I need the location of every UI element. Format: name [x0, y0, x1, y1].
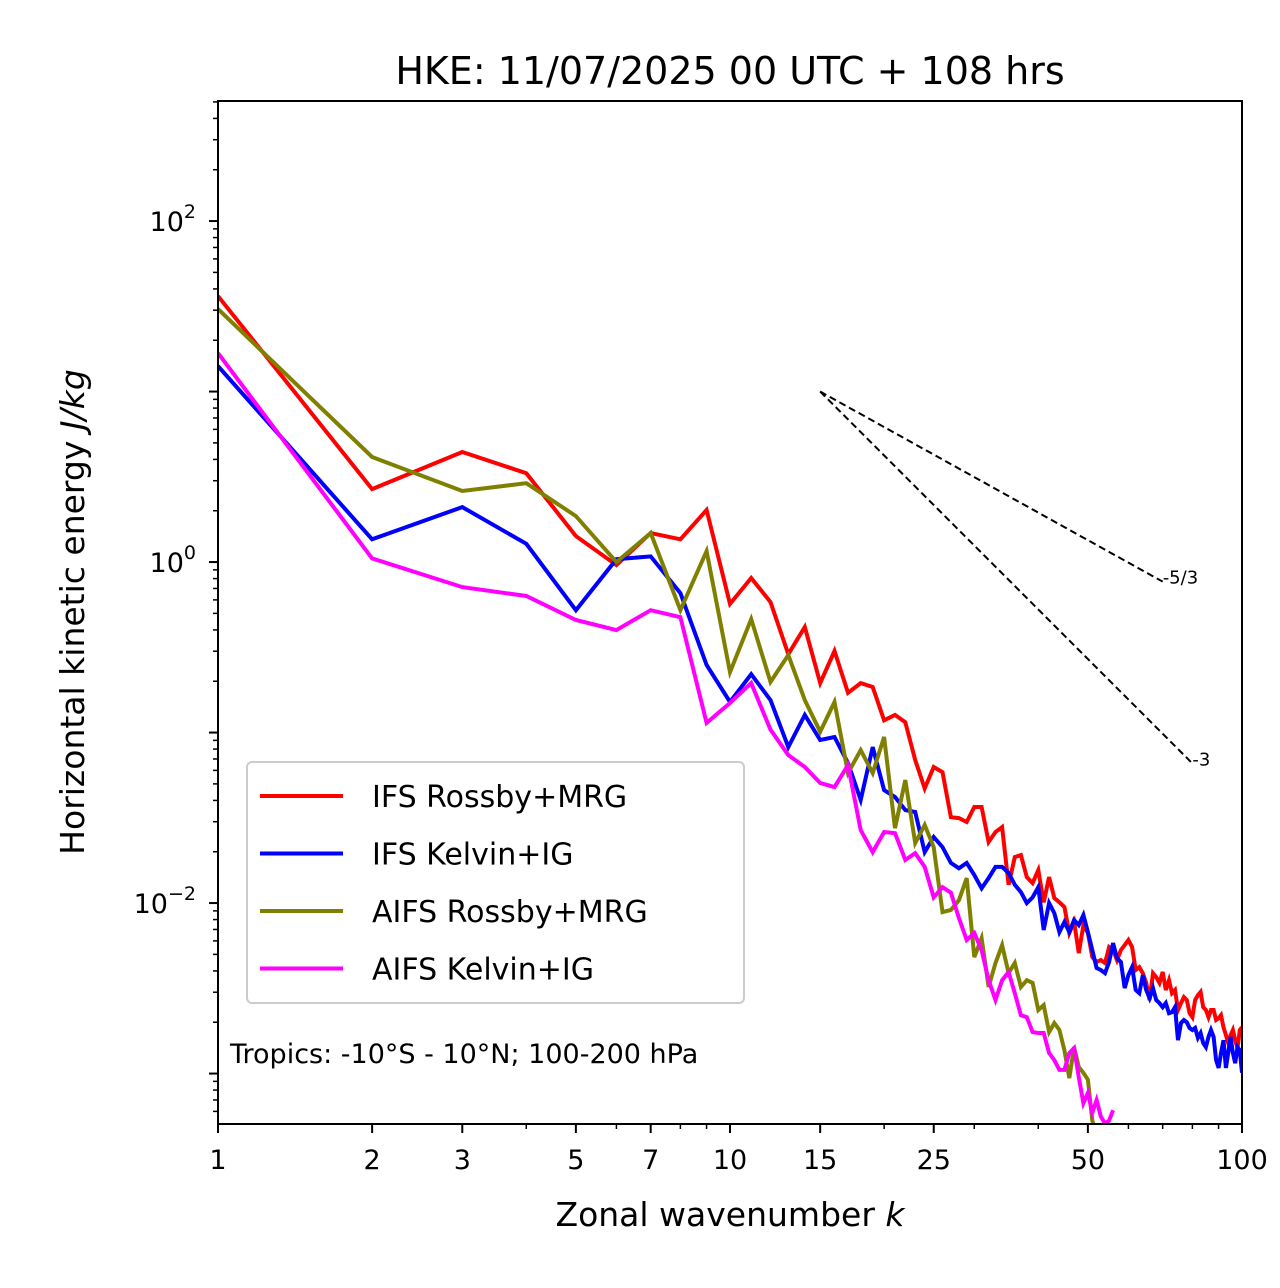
x-axis-label-text: Zonal wavenumber — [555, 1195, 885, 1234]
series-line-aifs-rossby-mrg — [218, 307, 1096, 1124]
series-line-aifs-kelvin-ig — [218, 351, 1115, 1124]
y-axis-label: Horizontal kinetic energy J/kg — [53, 369, 92, 855]
y-axis-label-unit: J/kg — [53, 369, 92, 436]
series-line-ifs-kelvin-ig — [218, 364, 1242, 1073]
reference-label-slope-3: -3 — [1192, 749, 1210, 770]
x-tick-label: 10 — [713, 1145, 747, 1176]
x-tick-label: 5 — [567, 1145, 584, 1176]
legend-label-aifs-rossby-mrg: AIFS Rossby+MRG — [372, 895, 648, 930]
y-tick-label: 10−2 — [134, 883, 196, 920]
x-tick-label: 25 — [917, 1145, 951, 1176]
reference-label-slope-5-3: -5/3 — [1163, 568, 1198, 589]
legend: IFS Rossby+MRG IFS Kelvin+IG AIFS Rossby+M… — [246, 761, 745, 1004]
plot-area: -5/3 -3 — [218, 294, 1242, 1124]
x-axis-label: Zonal wavenumber k — [555, 1195, 906, 1234]
y-tick-label: 102 — [150, 201, 196, 238]
x-axis-ticks: 1 2 3 5 7 10 15 25 50 100 — [209, 1124, 1268, 1176]
y-tick-label: 100 — [150, 542, 196, 579]
y-axis-ticks: 102 100 10−2 — [134, 101, 218, 1113]
y-axis-label-text: Horizontal kinetic energy — [53, 430, 92, 855]
x-tick-label: 50 — [1071, 1145, 1105, 1176]
region-annotation: Tropics: -10°S - 10°N; 100-200 hPa — [229, 1039, 698, 1070]
legend-box — [246, 761, 745, 1004]
x-tick-label: 3 — [454, 1145, 471, 1176]
chart-title: HKE: 11/07/2025 00 UTC + 108 hrs — [395, 49, 1064, 93]
reference-line-labels: -5/3 -3 — [1163, 568, 1211, 771]
legend-label-ifs-rossby-mrg: IFS Rossby+MRG — [372, 780, 627, 815]
legend-label-ifs-kelvin-ig: IFS Kelvin+IG — [372, 838, 573, 873]
x-tick-label: 100 — [1216, 1145, 1268, 1176]
x-tick-label: 1 — [209, 1145, 226, 1176]
series-lines — [218, 294, 1242, 1124]
x-axis-label-symbol: k — [885, 1195, 906, 1234]
legend-label-aifs-kelvin-ig: AIFS Kelvin+IG — [372, 953, 594, 988]
x-tick-label: 15 — [803, 1145, 837, 1176]
x-tick-label: 2 — [364, 1145, 381, 1176]
x-tick-label: 7 — [642, 1145, 659, 1176]
